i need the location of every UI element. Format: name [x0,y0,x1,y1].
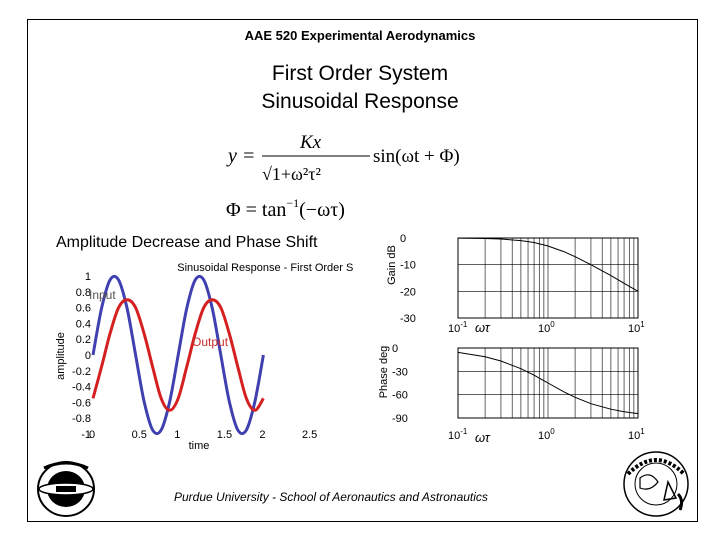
x-tick-label: 100 [538,427,555,442]
title-line-1: First Order System [271,62,449,85]
y-tick-label: 1 [85,271,91,283]
phase-chart-ylabel: Phase deg [378,346,390,399]
y-tick-label: -0.8 [72,413,91,425]
y-tick-label: 0.2 [76,334,91,346]
time-chart-y-ticks: 1 0.8 0.6 0.4 0.2 0 -0.2 -0.4 -0.6 -0.8 -1 [72,271,91,441]
x-tick-label: 1 [174,429,180,441]
bode-gain-chart: Gain dB 0 -10 -20 -30 10-1 100 101 ωτ [386,233,645,335]
slide-frame [27,19,698,522]
gain-chart-x-ticks: 10-1 100 101 [448,320,645,335]
phase-rhs: (−ωτ) [299,199,345,221]
response-equation: y = Kx √1+ω²τ² sin(ωt + Φ) [226,132,460,184]
svg-text:Φ = tan−1(−ωτ): Φ = tan−1(−ωτ) [226,196,345,221]
y-tick-label: -30 [400,313,416,325]
x-tick-label: 0.5 [132,429,147,441]
equation-denominator: √1+ω²τ² [262,164,321,184]
y-tick-label: -0.4 [72,382,91,394]
y-tick-label: -10 [400,260,416,272]
phase-chart-y-ticks: 0 -30 -60 -90 [392,343,408,425]
time-chart-ylabel: amplitude [55,332,67,380]
slide-title: First Order System Sinusoidal Response [0,60,720,116]
y-tick-label: -0.2 [72,366,91,378]
phase-curve [457,351,639,415]
footer-text: Purdue University - School of Aeronautic… [174,490,488,504]
time-response-chart: Sinusoidal Response - First Order System… [55,262,353,450]
y-tick-label: 0 [85,350,91,362]
time-chart-series [91,274,265,436]
time-chart-x-ticks: 0 0.5 1 1.5 2 2.5 [89,429,317,441]
x-tick-label: 10-1 [448,320,468,335]
section-heading: Amplitude Decrease and Phase Shift [56,234,318,251]
output-annotation: Output [192,335,229,349]
series-line-output [91,298,265,412]
y-tick-label: 0 [392,343,398,355]
y-tick-label: 0 [400,233,406,245]
time-chart-xlabel: time [189,440,210,450]
phase-chart-x-ticks: 10-1 100 101 [448,427,645,442]
equation-rhs: sin(ωt + Φ) [373,146,460,167]
course-header: AAE 520 Experimental Aerodynamics [244,28,476,43]
x-tick-label: 1.5 [217,429,232,441]
x-tick-label: 2 [259,429,265,441]
phase-lhs: Φ = tan [226,199,286,221]
x-tick-label: 101 [628,320,645,335]
title-line-2: Sinusoidal Response [261,90,459,113]
input-annotation: Input [89,288,116,302]
phase-superscript: −1 [286,196,299,210]
x-tick-label: 101 [628,427,645,442]
y-tick-label: 0.6 [76,303,91,315]
phase-chart-xlabel: ωτ [475,430,491,445]
y-tick-label: -60 [392,390,408,402]
equation-numerator: Kx [299,132,322,153]
gain-chart-xlabel: ωτ [475,320,491,335]
gain-curve [457,237,639,292]
y-tick-label: -20 [400,286,416,298]
x-tick-label: 10-1 [448,427,468,442]
gain-chart-ylabel: Gain dB [386,245,398,285]
gain-chart-y-ticks: 0 -10 -20 -30 [400,233,416,325]
x-tick-label: 0 [89,429,95,441]
bode-phase-chart: Phase deg 0 -30 -60 -90 10-1 100 101 ωτ [378,343,645,445]
phase-equation: Φ = tan−1(−ωτ) [226,196,345,221]
y-tick-label: -30 [392,366,408,378]
y-tick-label: -90 [392,413,408,425]
gain-chart-grid [457,237,639,319]
equation-lhs: y = [226,145,255,167]
y-tick-label: -1 [81,429,91,441]
time-chart-title: Sinusoidal Response - First Order System [177,262,353,274]
purdue-seal-left [37,461,95,517]
series-line-input [91,274,265,436]
purdue-seal-right [623,451,689,517]
x-tick-label: 100 [538,320,555,335]
y-tick-label: -0.6 [72,397,91,409]
y-tick-label: 0.8 [76,287,91,299]
x-tick-label: 2.5 [302,429,317,441]
y-tick-label: 0.4 [76,318,91,330]
